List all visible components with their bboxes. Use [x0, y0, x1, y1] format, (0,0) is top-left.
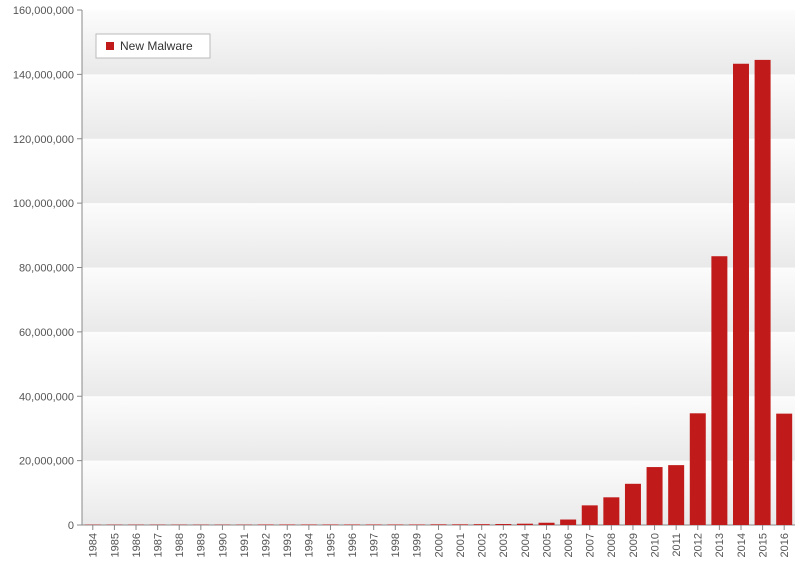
bar: [668, 465, 684, 525]
x-tick-label: 2002: [477, 533, 489, 557]
x-tick-label: 1990: [217, 533, 229, 557]
x-tick-label: 1989: [196, 533, 208, 557]
bar: [625, 484, 641, 525]
x-tick-label: 2011: [671, 533, 683, 557]
bar: [431, 524, 447, 525]
x-tick-label: 2004: [520, 533, 532, 557]
x-tick-label: 2015: [757, 533, 769, 557]
x-tick-label: 1999: [412, 533, 424, 557]
x-tick-label: 2009: [628, 533, 640, 557]
y-tick-label: 60,000,000: [19, 327, 74, 339]
y-tick-label: 160,000,000: [13, 5, 74, 17]
bar: [560, 520, 576, 525]
bar: [603, 497, 619, 525]
x-tick-label: 1986: [131, 533, 143, 557]
x-tick-label: 1995: [325, 533, 337, 557]
x-tick-label: 1984: [88, 533, 100, 557]
x-tick-label: 2010: [649, 533, 661, 557]
x-tick-label: 2003: [498, 533, 510, 557]
legend-label: New Malware: [120, 39, 193, 53]
bar: [690, 413, 706, 525]
bar: [452, 524, 468, 525]
x-tick-label: 1996: [347, 533, 359, 557]
bar: [474, 524, 490, 525]
x-tick-label: 1985: [109, 533, 121, 557]
x-tick-label: 2001: [455, 533, 467, 557]
legend-marker: [106, 42, 114, 50]
bar: [733, 64, 749, 525]
x-tick-label: 1992: [261, 533, 273, 557]
y-tick-label: 20,000,000: [19, 456, 74, 468]
y-tick-label: 140,000,000: [13, 69, 74, 81]
x-tick-label: 1988: [174, 533, 186, 557]
bar: [517, 524, 533, 525]
x-tick-label: 1998: [390, 533, 402, 557]
bar: [539, 523, 555, 525]
bar: [495, 524, 511, 525]
x-tick-label: 2000: [433, 533, 445, 557]
x-tick-label: 2007: [585, 533, 597, 557]
bar: [755, 60, 771, 525]
bar: [776, 414, 792, 525]
y-tick-label: 0: [68, 520, 74, 532]
bar: [582, 505, 598, 525]
x-tick-label: 1994: [304, 533, 316, 557]
x-tick-label: 1993: [282, 533, 294, 557]
x-tick-label: 2005: [541, 533, 553, 557]
x-tick-label: 2008: [606, 533, 618, 557]
y-tick-label: 80,000,000: [19, 263, 74, 275]
x-tick-label: 1991: [239, 533, 251, 557]
x-tick-label: 2013: [714, 533, 726, 557]
x-tick-label: 2016: [779, 533, 791, 557]
y-tick-label: 100,000,000: [13, 198, 74, 210]
malware-bar-chart: 0 20,000,000 40,000,000 60,000,000 80,000,00…: [0, 0, 807, 581]
bar: [711, 256, 727, 525]
x-tick-label: 1997: [369, 533, 381, 557]
y-tick-label: 120,000,000: [13, 134, 74, 146]
x-tick-label: 1987: [152, 533, 164, 557]
y-tick-label: 40,000,000: [19, 391, 74, 403]
x-tick-label: 2006: [563, 533, 575, 557]
bar: [647, 467, 663, 525]
x-tick-label: 2012: [693, 533, 705, 557]
x-tick-label: 2014: [736, 533, 748, 557]
